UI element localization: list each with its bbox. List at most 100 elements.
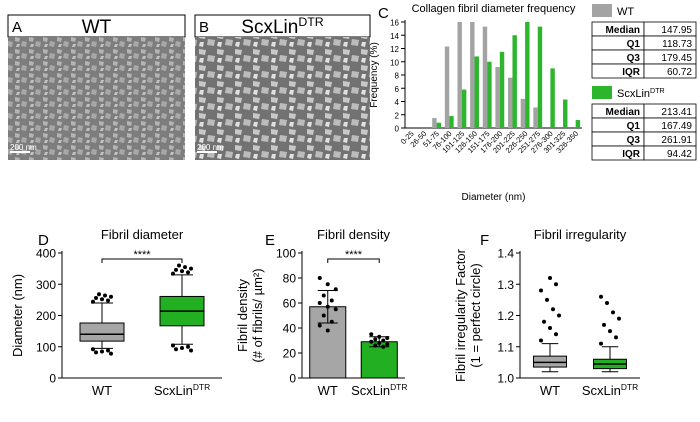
chart-title: Fibril irregularity <box>534 227 627 242</box>
panel-letter: C <box>378 5 389 22</box>
x-tick-label: ScxLinDTR <box>154 382 210 398</box>
x-tick-label-base: WT <box>318 383 338 398</box>
outlier <box>542 319 546 324</box>
outlier <box>186 344 190 349</box>
image-title-base: WT <box>82 17 112 38</box>
y-tick-label: 1.0 <box>497 372 514 386</box>
x-tick-label: ScxLinDTR <box>582 382 638 398</box>
row-label: Q1 <box>627 39 641 50</box>
data-point <box>317 301 322 305</box>
y-tick-label: 0 <box>289 372 296 386</box>
image-title-sup: DTR <box>298 15 323 29</box>
row-value: 94.42 <box>667 149 692 160</box>
outlier <box>103 293 107 298</box>
outlier <box>109 294 113 299</box>
outlier <box>554 282 558 287</box>
outlier <box>548 326 552 330</box>
y-axis-label: Diameter (nm) <box>10 274 25 357</box>
outlier <box>180 269 184 274</box>
image-a <box>7 14 186 160</box>
outlier <box>599 341 603 346</box>
x-tick-label-base: WT <box>92 383 112 398</box>
outlier <box>97 292 101 297</box>
bar <box>360 341 398 379</box>
outlier <box>611 310 615 315</box>
image-title-base: ScxLin <box>241 17 298 38</box>
bar <box>432 118 437 128</box>
data-point <box>381 338 386 343</box>
outlier <box>171 271 175 276</box>
outlier <box>551 307 555 312</box>
data-point <box>321 313 326 318</box>
outlier <box>100 349 104 354</box>
x-tick-label-base: ScxLin <box>582 383 621 398</box>
data-point <box>373 337 378 342</box>
outlier <box>608 329 612 334</box>
row-value: 118.73 <box>662 39 692 50</box>
x-tick-label-base: WT <box>540 383 560 398</box>
outlier <box>94 296 98 300</box>
row-value: 213.41 <box>661 107 692 118</box>
chart-title: Fibril density <box>317 227 390 242</box>
outlier <box>186 270 190 275</box>
outlier <box>177 263 181 268</box>
outlier <box>171 343 175 348</box>
outlier <box>548 276 552 280</box>
bar <box>436 122 442 128</box>
data-point <box>381 344 386 349</box>
data-point <box>385 342 390 347</box>
outlier <box>174 267 178 272</box>
panel-letter: F <box>480 232 489 249</box>
x-tick-label-sup: DTR <box>621 382 638 392</box>
outlier <box>106 348 110 353</box>
outlier <box>106 298 110 303</box>
y-tick-label: 12 <box>390 45 399 54</box>
outlier <box>174 347 178 352</box>
bar <box>537 26 543 129</box>
outlier <box>554 332 558 337</box>
bar <box>495 67 500 128</box>
y-tick-label: 14 <box>390 32 399 41</box>
y-tick-label: 60 <box>283 297 297 311</box>
outlier <box>605 301 609 305</box>
row-label: Q1 <box>627 121 641 132</box>
data-point <box>333 307 338 312</box>
data-point <box>385 336 390 340</box>
legend-label-sup: DTR <box>650 87 665 95</box>
y-tick-label: 16 <box>390 19 399 28</box>
row-value: 261.91 <box>661 135 692 146</box>
outlier <box>617 316 621 321</box>
bar <box>508 77 513 128</box>
outlier <box>189 348 193 353</box>
box <box>533 355 567 368</box>
y-tick-label: 1.2 <box>497 309 514 323</box>
y-axis-label: (# of fibrils/ µm²) <box>250 268 265 362</box>
row-label: Median <box>606 25 640 36</box>
row-label: Q3 <box>627 135 641 146</box>
micrograph <box>195 37 370 160</box>
x-tick-label-base: ScxLin <box>351 383 390 398</box>
data-point <box>373 343 378 348</box>
bar <box>512 35 517 128</box>
data-point <box>325 282 330 287</box>
row-value: 167.49 <box>661 121 692 132</box>
data-point <box>317 276 322 280</box>
bar <box>487 61 492 128</box>
y-tick-label: 80 <box>283 272 297 286</box>
x-tick-label: WT <box>540 383 560 398</box>
data-point <box>317 323 322 328</box>
bar <box>575 120 581 128</box>
bar <box>563 99 568 128</box>
outlier <box>94 350 98 355</box>
row-label: IQR <box>622 149 641 160</box>
legend-label-base: ScxLin <box>617 88 650 100</box>
bar <box>457 22 462 128</box>
scale-label: 200 nm <box>10 143 37 152</box>
y-tick-label: 1.3 <box>497 278 514 292</box>
bar <box>482 26 488 129</box>
outlier <box>91 299 95 304</box>
x-axis-label: Diameter (nm) <box>462 192 526 203</box>
panel-letter: E <box>265 232 275 249</box>
outlier <box>557 313 561 318</box>
legend-swatch <box>592 4 612 17</box>
